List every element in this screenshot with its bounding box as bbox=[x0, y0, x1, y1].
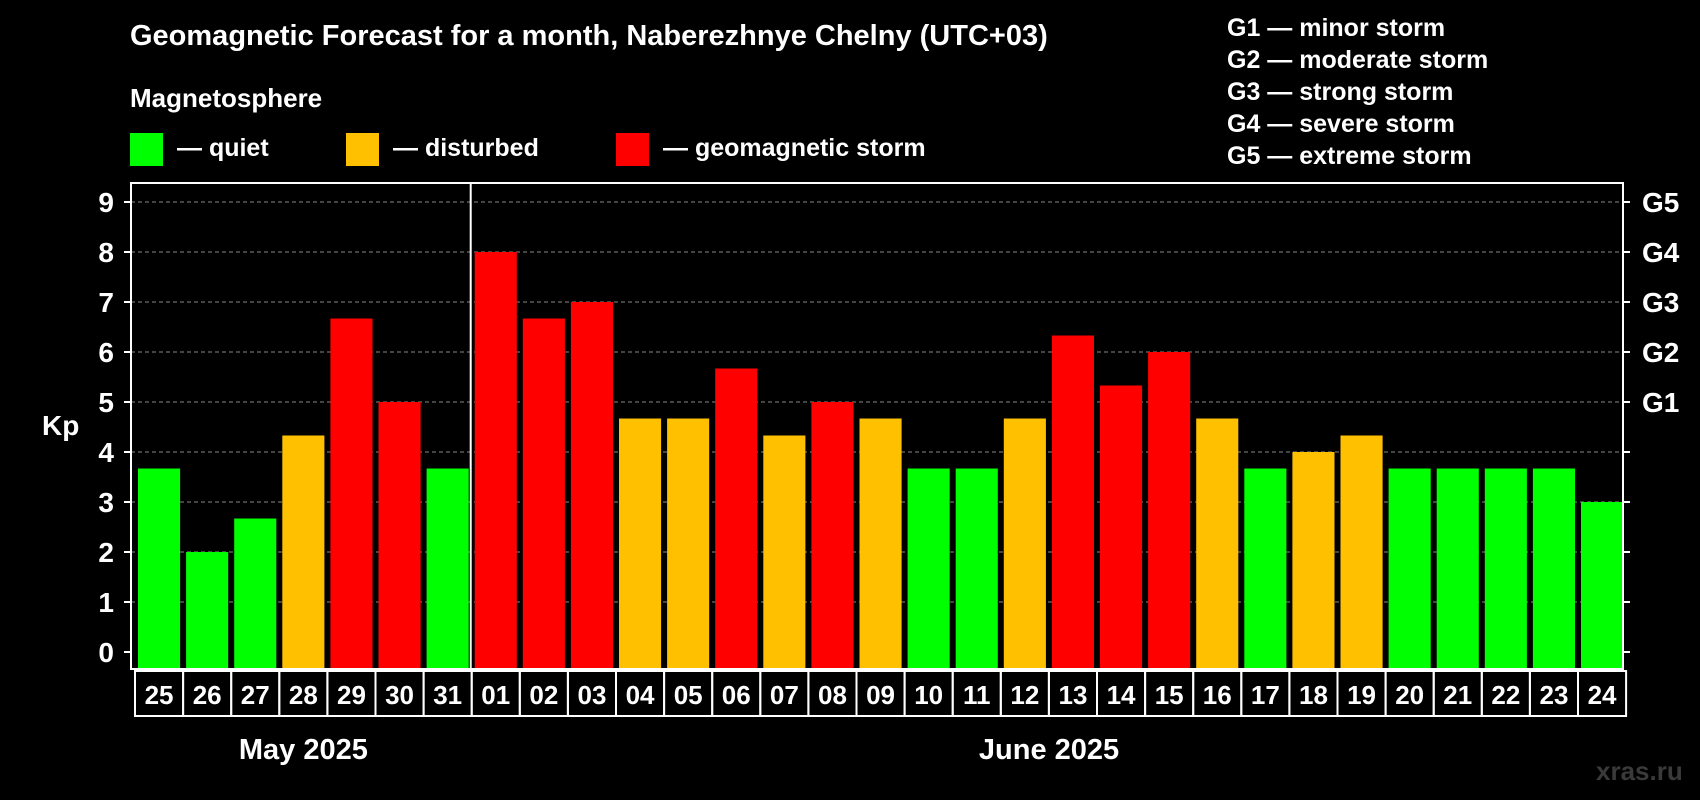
legend-label-storm: — geomagnetic storm bbox=[663, 134, 926, 162]
y-tick-label-4: 4 bbox=[98, 437, 114, 468]
x-tick-label-06: 06 bbox=[722, 680, 751, 710]
x-tick-label-01: 01 bbox=[481, 680, 510, 710]
bar-24 bbox=[1581, 502, 1624, 668]
x-tick-label-19: 19 bbox=[1347, 680, 1376, 710]
bar-21 bbox=[1436, 468, 1479, 668]
right-axis-label-g3: G3 bbox=[1642, 287, 1679, 318]
x-tick-label-17: 17 bbox=[1251, 680, 1280, 710]
bar-16 bbox=[1196, 418, 1239, 668]
month-label-may: May 2025 bbox=[238, 734, 368, 766]
x-tick-label-24: 24 bbox=[1588, 680, 1617, 710]
y-tick-label-1: 1 bbox=[98, 587, 114, 618]
x-tick-label-13: 13 bbox=[1058, 680, 1087, 710]
bar-03 bbox=[570, 302, 613, 668]
y-tick-label-3: 3 bbox=[98, 487, 114, 518]
legend-swatch-disturbed bbox=[346, 133, 379, 166]
bar-22 bbox=[1484, 468, 1527, 668]
legend-swatch-storm bbox=[616, 133, 649, 166]
bar-27 bbox=[234, 518, 277, 668]
plot-frame bbox=[130, 182, 1624, 670]
legend-subtitle: Magnetosphere bbox=[130, 83, 323, 113]
bar-19 bbox=[1340, 435, 1383, 668]
bar-09 bbox=[859, 418, 902, 668]
g-scale-g1: G1 — minor storm bbox=[1227, 14, 1446, 42]
x-tick-label-14: 14 bbox=[1107, 680, 1136, 710]
g-scale-g4: G4 — severe storm bbox=[1227, 110, 1455, 138]
x-tick-label-07: 07 bbox=[770, 680, 799, 710]
g-scale-g2: G2 — moderate storm bbox=[1227, 46, 1489, 74]
bar-12 bbox=[1003, 418, 1046, 668]
legend-label-quiet: — quiet bbox=[177, 134, 269, 162]
right-axis-label-g2: G2 bbox=[1642, 337, 1679, 368]
y-axis-label: Kp bbox=[42, 410, 80, 441]
x-tick-label-10: 10 bbox=[914, 680, 943, 710]
x-tick-label-04: 04 bbox=[626, 680, 655, 710]
legend-label-disturbed: — disturbed bbox=[393, 134, 539, 162]
y-tick-label-7: 7 bbox=[98, 287, 114, 318]
bar-11 bbox=[955, 468, 998, 668]
bar-06 bbox=[715, 368, 758, 668]
x-tick-label-03: 03 bbox=[577, 680, 606, 710]
x-tick-label-21: 21 bbox=[1443, 680, 1472, 710]
bar-15 bbox=[1148, 352, 1191, 668]
bar-20 bbox=[1388, 468, 1431, 668]
y-tick-label-9: 9 bbox=[98, 187, 114, 218]
g-scale-legend: G1 — minor storm G2 — moderate storm G3 … bbox=[1227, 12, 1488, 172]
y-tick-label-6: 6 bbox=[98, 337, 114, 368]
x-tick-label-02: 02 bbox=[529, 680, 558, 710]
legend-swatch-quiet bbox=[130, 133, 163, 166]
bar-28 bbox=[282, 435, 325, 668]
x-tick-label-12: 12 bbox=[1010, 680, 1039, 710]
y-tick-label-5: 5 bbox=[98, 387, 114, 418]
bar-04 bbox=[619, 418, 662, 668]
x-tick-label-29: 29 bbox=[337, 680, 366, 710]
x-tick-label-28: 28 bbox=[289, 680, 318, 710]
y-tick-label-0: 0 bbox=[98, 637, 114, 668]
bar-07 bbox=[763, 435, 806, 668]
bar-30 bbox=[378, 402, 421, 668]
bar-31 bbox=[426, 468, 469, 668]
y-tick-label-8: 8 bbox=[98, 237, 114, 268]
bar-25 bbox=[138, 468, 181, 668]
bar-14 bbox=[1100, 385, 1143, 668]
x-tick-label-08: 08 bbox=[818, 680, 847, 710]
x-tick-label-15: 15 bbox=[1155, 680, 1184, 710]
right-axis-label-g5: G5 bbox=[1642, 187, 1679, 218]
x-tick-label-26: 26 bbox=[193, 680, 222, 710]
month-label-june: June 2025 bbox=[978, 734, 1120, 766]
x-tick-label-11: 11 bbox=[963, 680, 991, 710]
x-tick-label-25: 25 bbox=[145, 680, 174, 710]
g-scale-g5: G5 — extreme storm bbox=[1227, 142, 1472, 170]
bar-26 bbox=[186, 552, 229, 668]
bar-23 bbox=[1532, 468, 1575, 668]
right-axis-label-g4: G4 bbox=[1642, 237, 1680, 268]
x-tick-label-18: 18 bbox=[1299, 680, 1328, 710]
chart-title: Geomagnetic Forecast for a month, Nabere… bbox=[130, 20, 1048, 52]
bar-18 bbox=[1292, 452, 1335, 668]
y-tick-label-2: 2 bbox=[98, 537, 114, 568]
bar-01 bbox=[474, 252, 517, 668]
bar-08 bbox=[811, 402, 854, 668]
bar-02 bbox=[522, 318, 565, 668]
x-tick-label-05: 05 bbox=[674, 680, 703, 710]
bar-17 bbox=[1244, 468, 1287, 668]
x-tick-label-30: 30 bbox=[385, 680, 414, 710]
watermark: xras.ru bbox=[1596, 756, 1683, 786]
date-cell-24 bbox=[1577, 670, 1628, 717]
x-tick-label-16: 16 bbox=[1203, 680, 1232, 710]
x-tick-label-31: 31 bbox=[433, 680, 462, 710]
x-tick-label-23: 23 bbox=[1539, 680, 1568, 710]
g-scale-g3: G3 — strong storm bbox=[1227, 78, 1454, 106]
x-tick-label-20: 20 bbox=[1395, 680, 1424, 710]
x-tick-label-22: 22 bbox=[1491, 680, 1520, 710]
bar-13 bbox=[1051, 335, 1094, 668]
bar-10 bbox=[907, 468, 950, 668]
bar-05 bbox=[667, 418, 710, 668]
right-axis-label-g1: G1 bbox=[1642, 387, 1679, 418]
bar-29 bbox=[330, 318, 373, 668]
x-tick-label-09: 09 bbox=[866, 680, 895, 710]
x-tick-label-27: 27 bbox=[241, 680, 270, 710]
